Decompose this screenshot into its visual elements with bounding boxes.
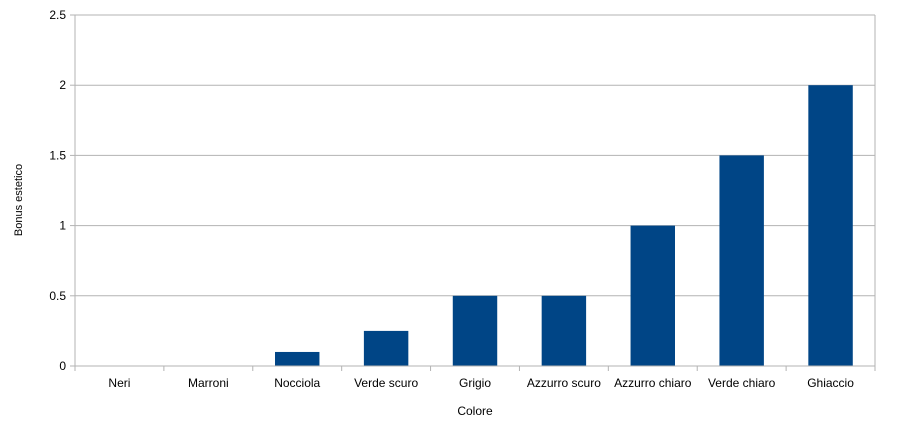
x-tick-label: Grigio [459,376,491,390]
x-tick-label: Nocciola [274,376,320,390]
y-tick-label: 2.5 [49,8,66,22]
x-tick-label: Verde chiaro [708,376,776,390]
tick-labels: 0 0.5 1 1.5 2 2.5 Neri Marroni Nocciola Verde scu… [49,8,854,390]
y-axis-title: Bonus estetico [13,164,25,236]
bar-nocciola [275,351,320,366]
bars [275,85,853,366]
bar-verde-chiaro [719,155,764,366]
axes [70,14,876,371]
x-tick-label: Azzurro scuro [527,376,601,390]
x-axis-title: Colore [457,404,493,418]
bar-ghiaccio [808,85,853,366]
y-tick-label: 2 [59,78,66,92]
x-tick-label: Marroni [188,376,229,390]
bar-grigio [452,295,498,366]
x-tick-label: Ghiaccio [807,376,854,390]
x-tick-label: Verde scuro [354,376,418,390]
y-tick-label: 1 [59,219,66,233]
y-tick-label: 1.5 [49,148,66,162]
x-tick-label: Azzurro chiaro [614,376,692,390]
bar-verde-scuro [363,330,409,366]
bar-azzurro-chiaro [630,225,675,366]
y-tick-label: 0 [59,359,66,373]
bar-azzurro-scuro [541,295,587,366]
x-tick-label: Neri [108,376,130,390]
y-tick-label: 0.5 [49,289,66,303]
